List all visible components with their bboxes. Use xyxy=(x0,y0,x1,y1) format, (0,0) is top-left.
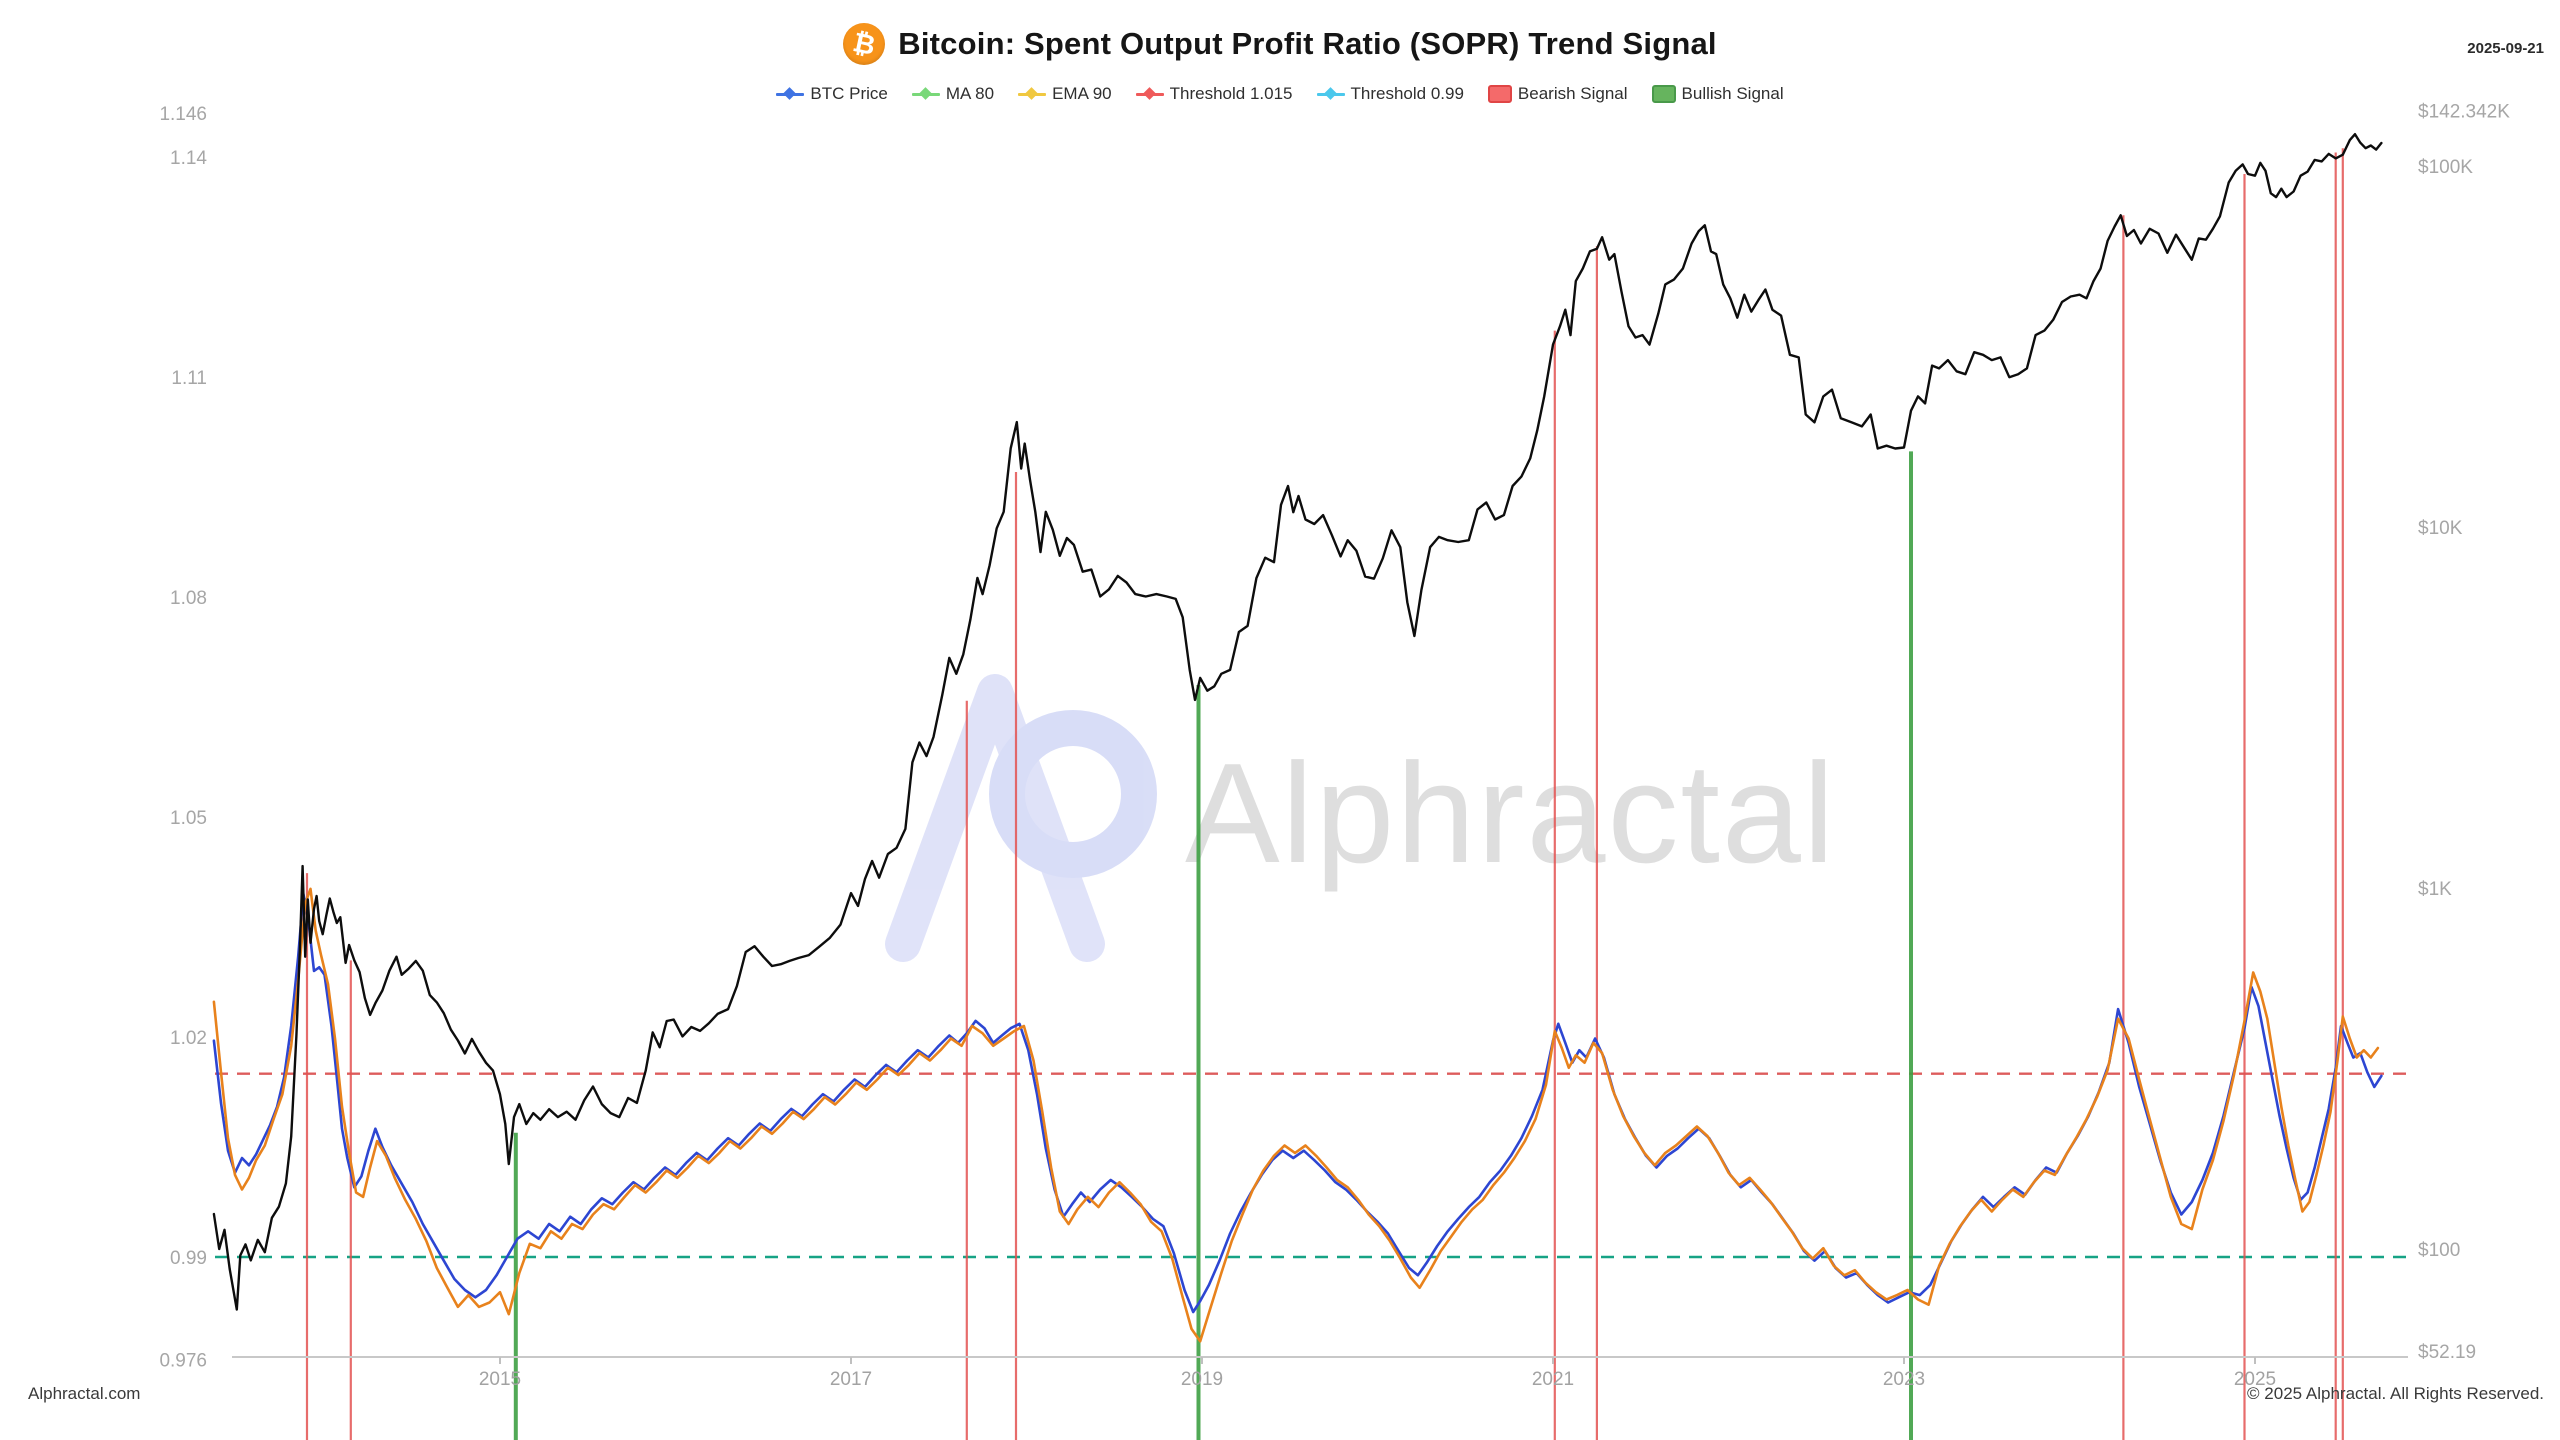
legend-item-threshold-0-99[interactable]: Threshold 0.99 xyxy=(1316,84,1464,104)
right-axis-tick-label: $1K xyxy=(2418,879,2452,900)
left-axis-tick-label: 1.11 xyxy=(171,368,207,389)
legend-item-label: BTC Price xyxy=(810,84,888,103)
x-axis-tick-label: 2025 xyxy=(2234,1369,2276,1390)
legend-swatch-icon xyxy=(1487,85,1512,103)
legend-item-label: MA 80 xyxy=(945,84,995,103)
legend-line-diamond-icon xyxy=(1316,87,1345,100)
ma80-line[interactable] xyxy=(212,892,2383,1314)
legend-item-btc-price[interactable]: BTC Price xyxy=(776,84,888,104)
watermark-text: Alphractal xyxy=(1185,734,1836,893)
x-axis-tick-label: 2019 xyxy=(1181,1369,1223,1390)
legend-item-label: Bearish Signal xyxy=(1517,84,1628,103)
left-axis-tick-label: 1.146 xyxy=(159,104,207,125)
right-axis-tick-label: $142.342K xyxy=(2418,102,2510,123)
right-axis-tick-label: $52.19 xyxy=(2418,1342,2476,1363)
legend-item-label: Bullish Signal xyxy=(1681,84,1784,103)
left-axis-tick-label: 1.02 xyxy=(170,1028,207,1049)
page-title: Bitcoin: Spent Output Profit Ratio (SOPR… xyxy=(898,26,1717,61)
title-bar: ₿ Bitcoin: Spent Output Profit Ratio (SO… xyxy=(0,16,2560,72)
legend-item-ma-80[interactable]: MA 80 xyxy=(911,84,995,104)
legend-item-bearish-signal[interactable]: Bearish Signal xyxy=(1487,84,1628,104)
x-axis-tick-label: 2017 xyxy=(830,1369,872,1390)
legend-line-diamond-icon xyxy=(776,87,805,100)
legend-item-ema-90[interactable]: EMA 90 xyxy=(1018,84,1112,104)
left-axis-tick-label: 0.99 xyxy=(170,1248,207,1269)
x-axis-tick-label: 2021 xyxy=(1532,1369,1574,1390)
legend-item-label: EMA 90 xyxy=(1052,84,1112,103)
x-axis-tick-label: 2023 xyxy=(1883,1369,1925,1390)
footer-copyright: © 2025 Alphractal. All Rights Reserved. xyxy=(2247,1384,2544,1403)
legend-swatch-icon xyxy=(1651,85,1676,103)
date-label: 2025-09-21 xyxy=(2467,40,2544,57)
ema90-line[interactable] xyxy=(212,887,2380,1343)
legend: BTC Price MA 80 EMA 90 Threshold 1.015 Thres… xyxy=(0,84,2560,104)
left-axis-tick-label: 1.05 xyxy=(170,808,207,829)
legend-item-label: Threshold 1.015 xyxy=(1169,84,1293,103)
right-axis-tick-label: $100 xyxy=(2418,1240,2460,1261)
left-axis-tick-label: 1.14 xyxy=(170,148,207,169)
watermark-logo xyxy=(885,674,1157,962)
left-axis-tick-label: 1.08 xyxy=(170,588,207,609)
x-axis-tick-label: 2015 xyxy=(479,1369,521,1390)
btcprice-line[interactable] xyxy=(212,133,2383,1311)
bitcoin-icon: ₿ xyxy=(843,23,886,65)
footer-site-link: Alphractal.com xyxy=(28,1384,141,1403)
legend-item-label: Threshold 0.99 xyxy=(1350,84,1464,103)
legend-line-diamond-icon xyxy=(911,87,940,100)
legend-line-diamond-icon xyxy=(1018,87,1047,100)
legend-item-threshold-1-015[interactable]: Threshold 1.015 xyxy=(1135,84,1293,104)
legend-line-diamond-icon xyxy=(1135,87,1164,100)
right-axis-tick-label: $10K xyxy=(2418,518,2463,539)
left-axis-tick-label: 0.976 xyxy=(159,1351,207,1372)
legend-item-bullish-signal[interactable]: Bullish Signal xyxy=(1651,84,1784,104)
right-axis-tick-label: $100K xyxy=(2418,157,2473,178)
